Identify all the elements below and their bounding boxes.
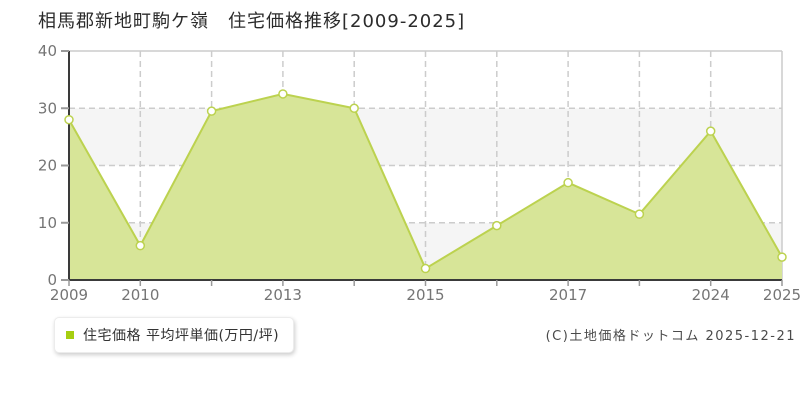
data-point-marker xyxy=(492,220,502,231)
y-tick-label: 40 xyxy=(38,42,57,60)
x-tick-label: 2013 xyxy=(264,286,302,304)
legend: 住宅価格 平均坪単価(万円/坪) xyxy=(54,317,295,353)
data-point-marker xyxy=(705,126,716,136)
plot-band xyxy=(69,51,782,109)
x-tick-label: 2017 xyxy=(549,286,587,304)
y-tick-label: 30 xyxy=(38,99,57,117)
area-fill xyxy=(69,93,782,280)
legend-swatch-icon xyxy=(66,331,74,339)
chart-title: 相馬郡新地町駒ケ嶺 住宅価格推移[2009-2025] xyxy=(38,11,466,32)
data-point-marker xyxy=(634,209,645,219)
data-point-marker xyxy=(135,240,146,251)
x-tick-label: 2025 xyxy=(763,286,800,304)
data-point-marker xyxy=(563,177,573,188)
data-point-marker xyxy=(777,252,787,262)
x-tick-label: 2010 xyxy=(121,286,159,304)
data-point-marker xyxy=(278,89,288,99)
y-tick-label: 10 xyxy=(38,214,57,232)
data-point-marker xyxy=(420,263,431,274)
copyright-text: (C)土地価格ドットコム 2025-12-21 xyxy=(545,329,796,344)
legend-label: 住宅価格 平均坪単価(万円/坪) xyxy=(83,328,280,344)
y-tick-label: 0 xyxy=(47,271,57,289)
data-point-marker xyxy=(349,103,359,113)
y-tick-label: 20 xyxy=(38,157,57,175)
data-point-marker xyxy=(64,114,74,125)
price-area-chart: 0 10 20 30 40 2009 2010 2013 2015 2017 2024 2025 xyxy=(38,42,800,304)
data-point-marker xyxy=(206,106,217,116)
x-tick-label: 2024 xyxy=(692,286,730,304)
x-tick-label: 2009 xyxy=(50,286,88,304)
x-tick-label: 2015 xyxy=(406,286,444,304)
